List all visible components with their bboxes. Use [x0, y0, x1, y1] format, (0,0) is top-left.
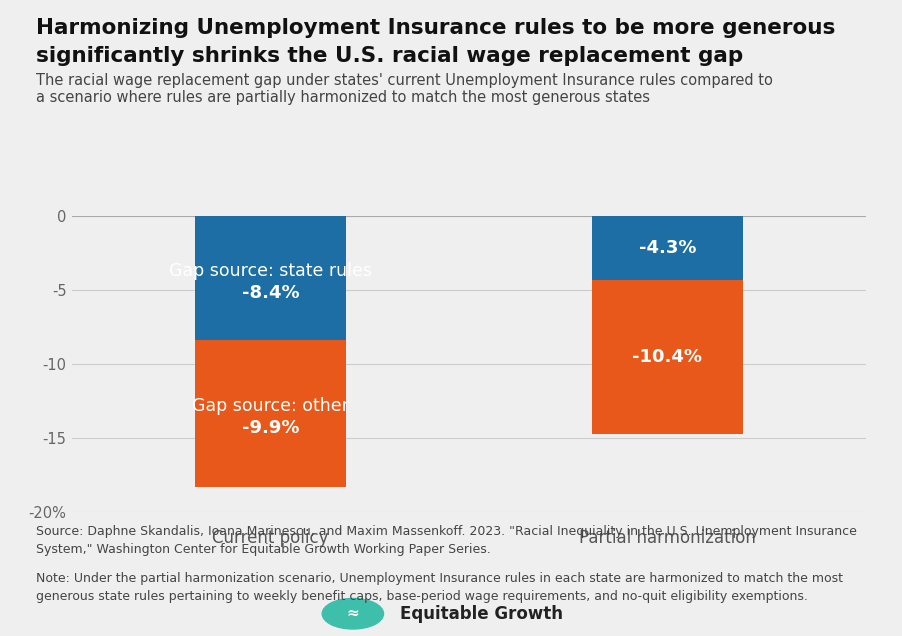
Bar	[592, 280, 743, 434]
Text: Equitable Growth: Equitable Growth	[400, 605, 563, 623]
Bar	[592, 216, 743, 280]
Text: -8.4%: -8.4%	[242, 284, 299, 302]
Text: ≈: ≈	[346, 606, 359, 621]
Bar	[195, 216, 346, 340]
Text: Harmonizing Unemployment Insurance rules to be more generous: Harmonizing Unemployment Insurance rules…	[36, 18, 835, 38]
Text: -9.9%: -9.9%	[242, 419, 299, 438]
Text: significantly shrinks the U.S. racial wage replacement gap: significantly shrinks the U.S. racial wa…	[36, 46, 743, 66]
Text: The racial wage replacement gap under states' current Unemployment Insurance rul: The racial wage replacement gap under st…	[36, 73, 773, 88]
Text: Source: Daphne Skandalis, Ioana Marinescu, and Maxim Massenkoff. 2023. "Racial I: Source: Daphne Skandalis, Ioana Marinesc…	[36, 525, 857, 556]
Text: -10.4%: -10.4%	[632, 348, 703, 366]
Text: a scenario where rules are partially harmonized to match the most generous state: a scenario where rules are partially har…	[36, 90, 650, 106]
Text: Gap source: other: Gap source: other	[192, 398, 349, 415]
Text: Note: Under the partial harmonization scenario, Unemployment Insurance rules in : Note: Under the partial harmonization sc…	[36, 572, 843, 604]
Bar	[195, 340, 346, 487]
Text: -4.3%: -4.3%	[639, 239, 696, 257]
Text: Gap source: state rules: Gap source: state rules	[169, 262, 373, 280]
Ellipse shape	[322, 598, 383, 629]
